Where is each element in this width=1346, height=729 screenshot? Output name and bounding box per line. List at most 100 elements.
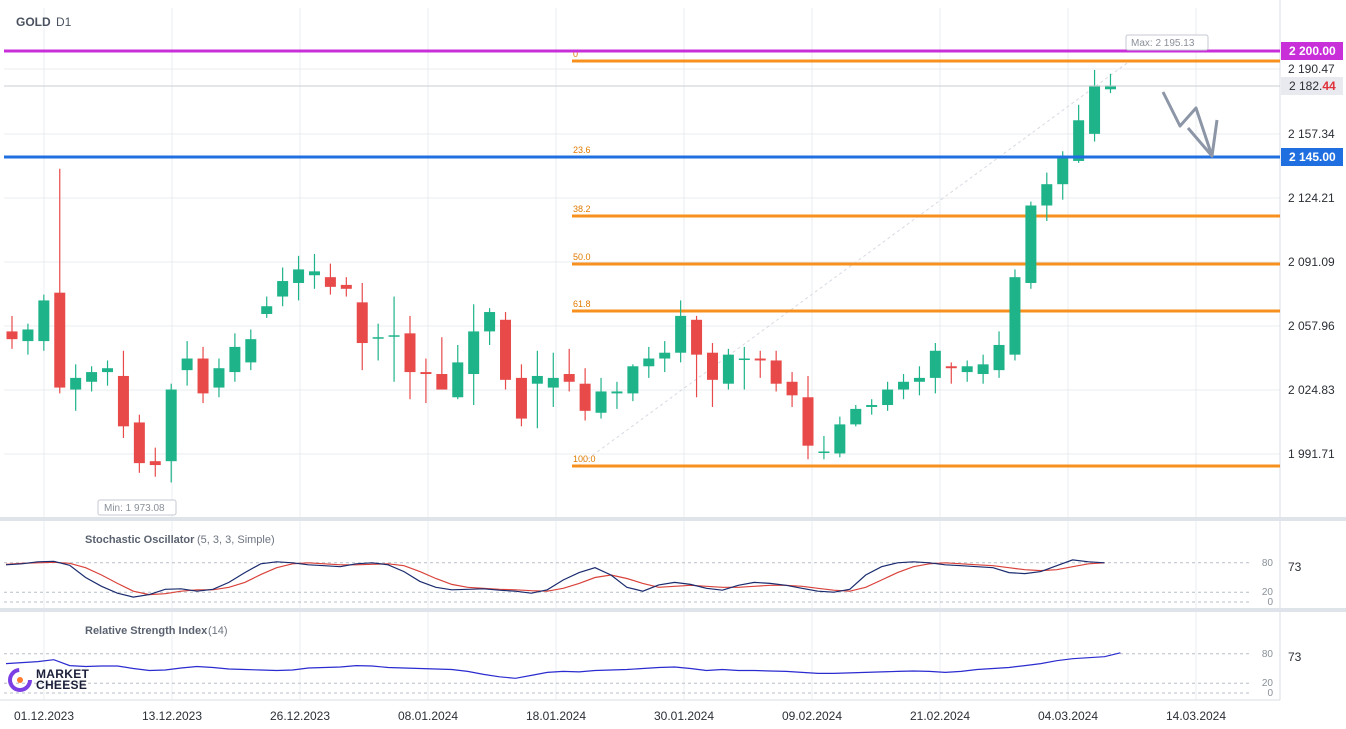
fib-label: 50.0 (573, 252, 591, 262)
indicator-level-label: 80 (1262, 649, 1274, 660)
candle-body (531, 375, 543, 384)
candle-body (484, 312, 496, 332)
candle-body (882, 389, 894, 406)
candle-body (595, 391, 607, 413)
candle-body (293, 269, 305, 283)
candle-body (133, 422, 145, 464)
date-tick-label: 26.12.2023 (270, 709, 330, 723)
candle-body (388, 335, 400, 337)
candle-body (500, 319, 512, 380)
candle-body (38, 300, 50, 342)
candle-body (675, 315, 687, 353)
candle-body (1025, 205, 1037, 283)
symbol-label: GOLD (16, 15, 51, 29)
date-axis: 01.12.2023 13.12.2023 26.12.2023 08.01.2024… (14, 709, 1226, 723)
fib-label: 61.8 (573, 299, 591, 309)
candle-body (1041, 184, 1053, 206)
date-tick-label: 14.03.2024 (1166, 709, 1226, 723)
max-label: Max: 2 195.13 (1131, 38, 1195, 49)
price-tick-label: 2 024.83 (1288, 383, 1335, 397)
candle-body (754, 358, 766, 361)
candle-body (1057, 157, 1069, 185)
indicator-value-label: 73 (1288, 560, 1302, 574)
max-callout: Max: 2 195.13 (1125, 34, 1209, 51)
indicator-level-label: 0 (1267, 688, 1273, 699)
candle-body (627, 366, 639, 394)
price-tick-label: 2 157.34 (1288, 127, 1335, 141)
candle-body (102, 368, 114, 373)
candle-body (866, 405, 878, 407)
timeframe-label: D1 (56, 15, 72, 29)
candle-body (308, 271, 320, 276)
candle-body (229, 346, 241, 373)
candle-body (961, 366, 973, 373)
key-levels: 2 200.00 2 145.00 2 182.44 (4, 42, 1343, 166)
candle-body (277, 281, 289, 297)
rsi-line (5, 652, 1121, 679)
fibonacci-levels: 0 23.6 38.2 50.0 61.8 100.0 (572, 49, 1280, 468)
candle-body (834, 424, 846, 454)
rsi-params: (14) (208, 625, 228, 637)
candle-body (643, 358, 655, 367)
candle-body (659, 352, 671, 359)
panel-divider (0, 608, 1346, 612)
date-tick-label: 13.12.2023 (142, 709, 202, 723)
min-label: Min: 1 973.08 (104, 503, 165, 514)
candle-body (1104, 85, 1116, 90)
candle-body (22, 329, 34, 342)
indicator-level-label: 80 (1262, 558, 1274, 569)
candle-body (324, 277, 336, 287)
price-tick-label: 1 991.71 (1288, 447, 1335, 461)
rsi-panel: 80 200 73 (4, 649, 1302, 699)
date-tick-label: 01.12.2023 (14, 709, 74, 723)
candle-body (691, 319, 703, 355)
current-price-tag (1281, 77, 1343, 95)
current-price-label: 2 182.44 (1289, 79, 1336, 93)
candle-body (913, 377, 925, 382)
resistance-price-tag (1281, 42, 1343, 60)
candle-body (261, 306, 273, 314)
price-tick-label: 2 124.21 (1288, 191, 1335, 205)
candle-body (722, 354, 734, 384)
candle-body (786, 381, 798, 396)
candle-body (165, 389, 177, 462)
candle-body (197, 358, 209, 394)
candle-body (1073, 120, 1085, 161)
candle-body (213, 368, 225, 388)
indicator-level-label: 0 (1267, 597, 1273, 608)
market-cheese-logo: MARKET CHEESE (8, 668, 89, 692)
candle-body (802, 397, 814, 446)
support-price-tag (1281, 148, 1343, 166)
rsi-title: Relative Strength Index (85, 625, 208, 637)
date-tick-label: 18.01.2024 (526, 709, 586, 723)
candle-body (420, 372, 432, 375)
candle-body (54, 292, 66, 388)
candle-body (611, 391, 623, 394)
price-axis: 2 190.47 2 157.34 2 124.21 2 091.09 2 057.96… (1288, 62, 1335, 461)
candle-body (181, 358, 193, 371)
indicator-level-label: 20 (1262, 678, 1274, 689)
candle-body (818, 451, 830, 454)
candle-body (245, 339, 257, 363)
panel-divider (0, 517, 1346, 521)
logo-line1: MARKET (36, 667, 90, 681)
price-tick-label: 2 091.09 (1288, 255, 1335, 269)
candle-body (372, 337, 384, 339)
fib-label: 100.0 (573, 454, 596, 464)
candle-body (563, 374, 575, 382)
stochastic-title: Stochastic Oscillator (85, 534, 195, 546)
candle-body (149, 461, 161, 466)
candle-body (579, 383, 591, 411)
candle-body (356, 302, 368, 344)
indicator-level-label: 20 (1262, 587, 1274, 598)
fib-label: 23.6 (573, 145, 591, 155)
candle-body (770, 360, 782, 384)
date-tick-label: 04.03.2024 (1038, 709, 1098, 723)
stochastic-params: (5, 3, 3, Simple) (197, 534, 275, 546)
resistance-price-label: 2 200.00 (1289, 44, 1336, 58)
forecast-arrow-icon (1161, 91, 1219, 158)
candle-body (86, 372, 98, 382)
